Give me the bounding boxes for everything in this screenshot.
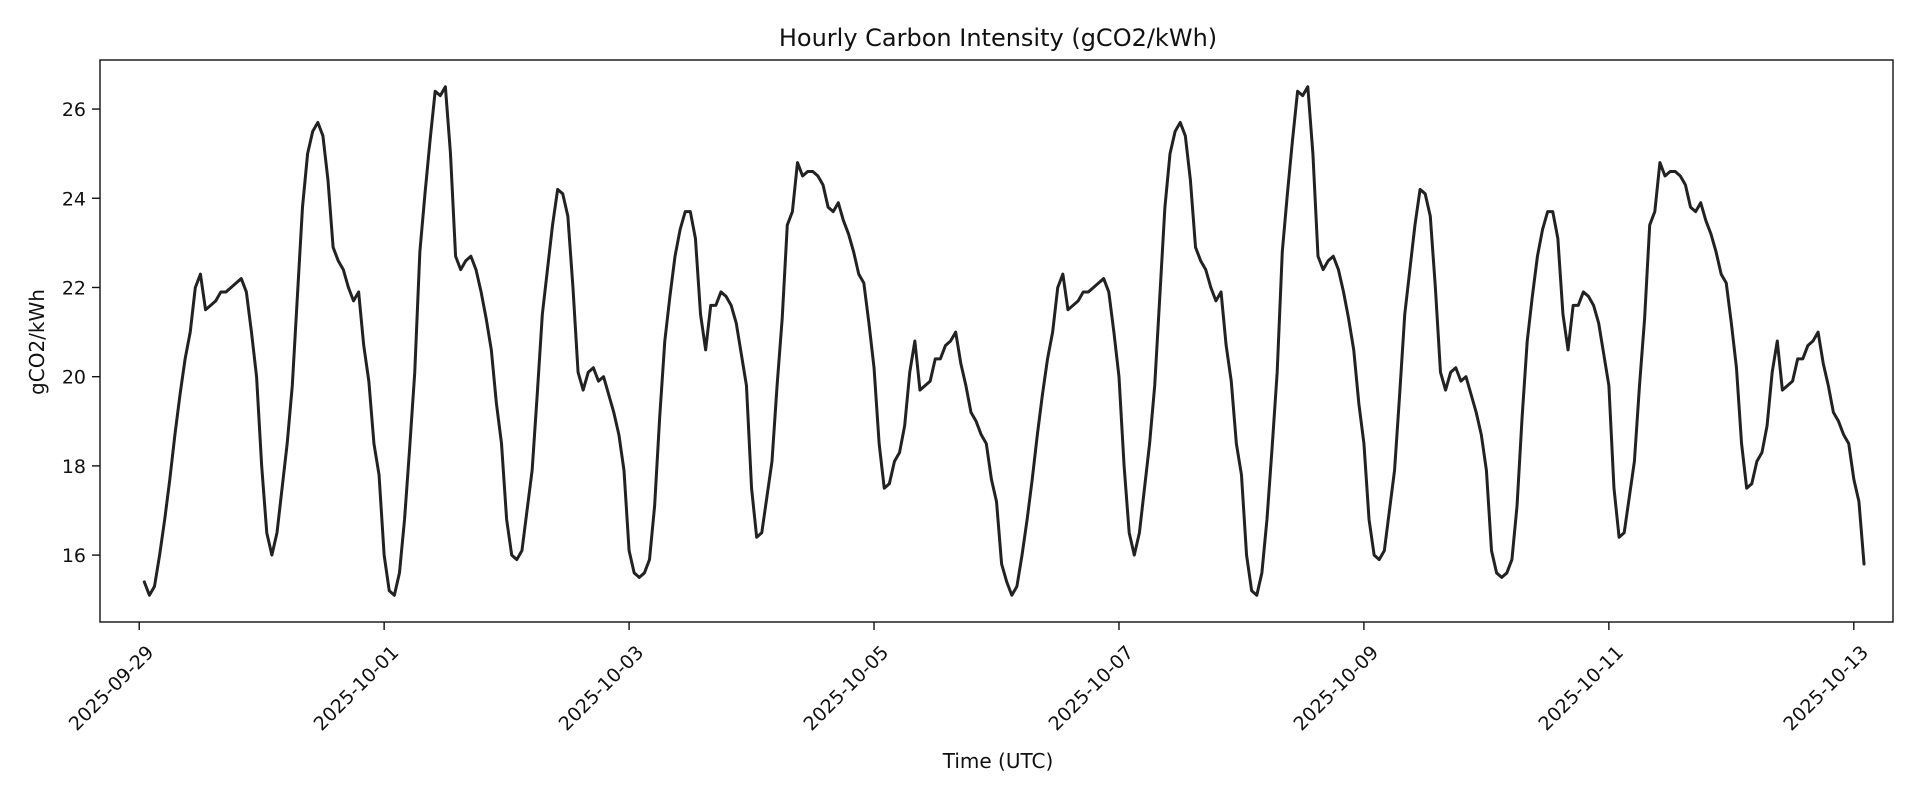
x-axis-label: Time (UTC) <box>942 749 1054 773</box>
y-tick-label: 24 <box>62 188 86 210</box>
x-tick-label: 2025-10-07 <box>1044 642 1138 736</box>
y-tick-label: 16 <box>62 545 86 567</box>
x-tick-label: 2025-10-09 <box>1289 642 1383 736</box>
x-tick-label: 2025-10-03 <box>555 642 649 736</box>
x-tick-label: 2025-10-13 <box>1779 642 1873 736</box>
x-axis: 2025-09-29 2025-10-01 2025-10-03 2025-10-05… <box>65 622 1873 735</box>
y-tick-label: 22 <box>62 277 86 299</box>
y-axis-label: gCO2/kWh <box>25 289 49 395</box>
x-tick-label: 2025-10-11 <box>1534 642 1628 736</box>
y-tick-label: 20 <box>62 367 86 389</box>
chart-title: Hourly Carbon Intensity (gCO2/kWh) <box>779 24 1217 52</box>
y-tick-label: 26 <box>62 99 86 121</box>
y-axis: 16 18 20 22 24 26 <box>62 99 100 567</box>
y-tick-label: 18 <box>62 456 86 478</box>
series-line-carbon-intensity <box>142 85 1866 597</box>
x-tick-label: 2025-09-29 <box>65 642 159 736</box>
x-tick-label: 2025-10-01 <box>310 642 404 736</box>
x-tick-label: 2025-10-05 <box>800 642 894 736</box>
plot-area-frame <box>99 59 1894 623</box>
